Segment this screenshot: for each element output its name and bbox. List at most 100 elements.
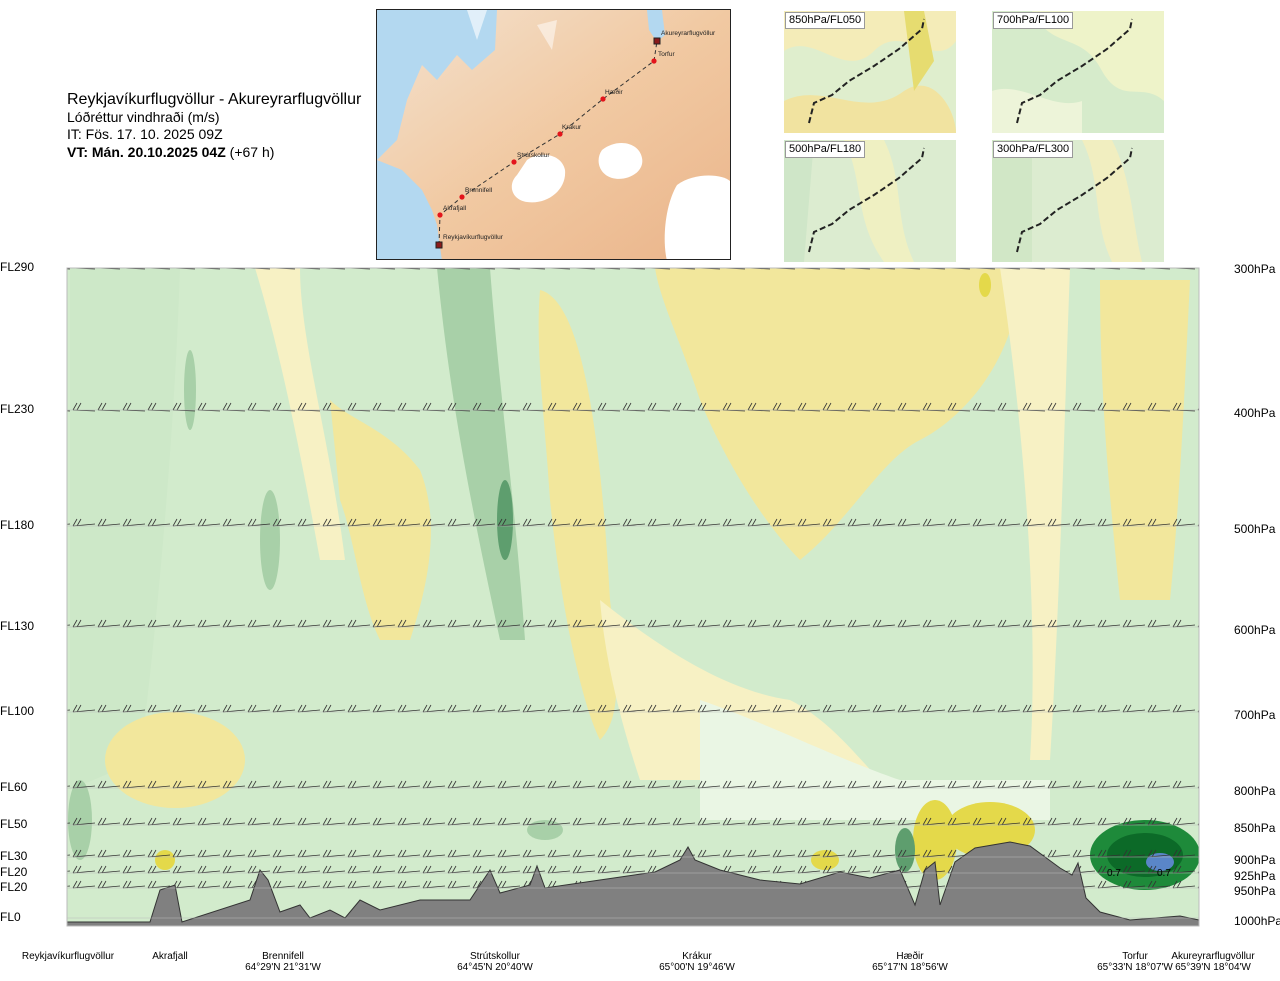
wind-barb [322, 817, 346, 826]
wind-barb [797, 704, 821, 713]
wind-barb [1022, 518, 1046, 527]
wind-barb [422, 817, 446, 826]
wind-barb [1047, 619, 1071, 628]
annotation-1: 0.7 [1107, 868, 1121, 879]
wind-barb [1172, 780, 1196, 789]
inset-300-label: 300hPa/FL300 [993, 141, 1074, 158]
wind-barb [922, 518, 946, 527]
wind-barb [797, 619, 821, 628]
wind-barb [122, 619, 146, 628]
wind-barb [997, 817, 1021, 826]
wind-barb [772, 704, 796, 713]
wind-barb [497, 518, 521, 527]
wind-barb [197, 780, 221, 789]
hpa-label: 1000hPa [1234, 914, 1280, 928]
wind-barb [1097, 518, 1121, 527]
wind-barb [1047, 518, 1071, 527]
inset-500-label: 500hPa/FL180 [785, 141, 866, 158]
wind-barb [622, 518, 646, 527]
wind-barb [947, 518, 971, 527]
wind-barb [347, 780, 371, 789]
wind-barb [647, 817, 671, 826]
fl-label: FL130 [0, 619, 35, 633]
wind-barb [1097, 880, 1121, 889]
wind-barb [322, 865, 346, 874]
station-coord: 65°39'N 18°04'W [1175, 962, 1251, 973]
wind-barb [147, 817, 171, 826]
wind-barb [97, 780, 121, 789]
wind-barb [1097, 849, 1121, 858]
wind-barb [72, 780, 96, 789]
wind-barb [672, 518, 696, 527]
route-map: Akureyrarflugvöllur Torfur Hæðir Krákur Strú… [376, 9, 731, 260]
map-glacier-3 [664, 175, 730, 259]
wind-barb [322, 518, 346, 527]
hpa-label: 950hPa [1234, 884, 1276, 898]
wind-barb [797, 518, 821, 527]
wind-barb [1072, 849, 1096, 858]
wind-barb [572, 518, 596, 527]
wind-barb [422, 780, 446, 789]
wind-barb [147, 518, 171, 527]
wind-barb [197, 849, 221, 858]
station-label: Krákur 65°00'N 19°46'W [647, 951, 747, 973]
wind-barb [597, 619, 621, 628]
wind-barb [222, 880, 246, 889]
wind-barb [72, 865, 96, 874]
wind-barb [1172, 518, 1196, 527]
field-blob [184, 350, 196, 430]
wind-barb [797, 817, 821, 826]
wind-barb [497, 817, 521, 826]
station-label: Reykjavíkurflugvöllur [18, 951, 118, 962]
map-fjord [647, 10, 665, 42]
route-point-label: Hæðir [605, 88, 624, 96]
wind-barb [447, 780, 471, 789]
wind-barb [272, 518, 296, 527]
wind-barb [922, 817, 946, 826]
wind-barb [447, 619, 471, 628]
wind-barb [922, 704, 946, 713]
wind-barb [522, 817, 546, 826]
wind-barb [397, 880, 421, 889]
station-name: Brennifell [262, 951, 304, 962]
wind-barb [222, 817, 246, 826]
chart-title: Reykjavíkurflugvöllur - Akureyrarflugvöl… [67, 91, 362, 108]
wind-barb [1172, 817, 1196, 826]
wind-barb [697, 849, 721, 858]
wind-barb [1172, 880, 1196, 889]
wind-barb [647, 780, 671, 789]
wind-barb [372, 880, 396, 889]
wind-barb [72, 704, 96, 713]
wind-barb [272, 817, 296, 826]
wind-barb [272, 780, 296, 789]
title-block: Reykjavíkurflugvöllur - Akureyrarflugvöl… [67, 90, 361, 161]
wind-barb [672, 704, 696, 713]
wind-barb [372, 704, 396, 713]
wind-barb [1197, 407, 1199, 411]
wind-barb [1122, 880, 1146, 889]
wind-barb [872, 704, 896, 713]
wind-barb [447, 865, 471, 874]
wind-barb [322, 704, 346, 713]
wind-barb [97, 817, 121, 826]
wind-barb [722, 817, 746, 826]
wind-barb [1122, 780, 1146, 789]
wind-barb [722, 780, 746, 789]
wind-barb [822, 865, 846, 874]
fl-label: FL20 [0, 880, 28, 894]
wind-barb [547, 780, 571, 789]
wind-barb [747, 518, 771, 527]
wind-barb [1197, 268, 1199, 269]
wind-barb [297, 619, 321, 628]
chart-subtitle: Lóðréttur vindhraði (m/s) [67, 109, 220, 125]
wind-barb [872, 619, 896, 628]
wind-barb [1147, 865, 1171, 874]
wind-barb [197, 704, 221, 713]
wind-barb [97, 619, 121, 628]
wind-barb [1072, 704, 1096, 713]
wind-barb [122, 865, 146, 874]
fl-label: FL0 [0, 910, 21, 924]
wind-barb [1097, 817, 1121, 826]
inset-500: 500hPa/FL180 [784, 140, 956, 262]
wind-barb [422, 518, 446, 527]
